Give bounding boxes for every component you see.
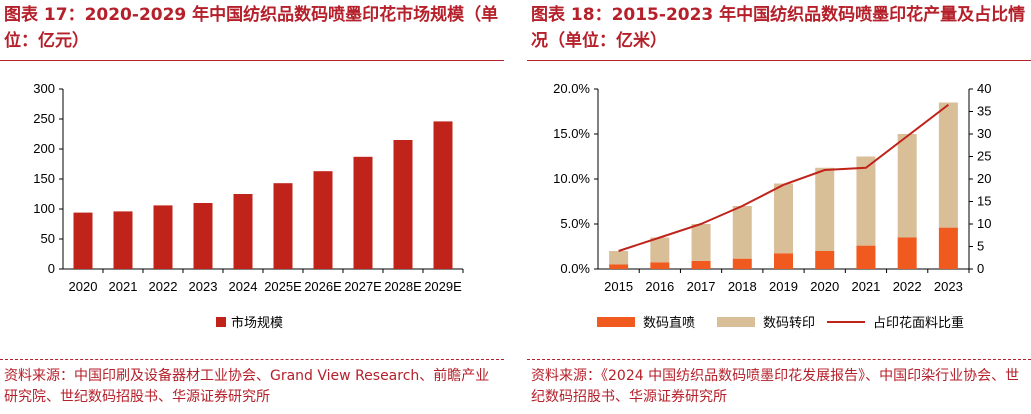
x-tick-label: 2029E [424,279,462,294]
left-y-tick-label: 10.0% [553,171,590,186]
bar-chart-market-size: 0 50 100 150 200 250 300 2020 2021 2022 2023 2024 20… [33,81,464,331]
bar-transfer [815,167,835,251]
left-y-tick-label: 15.0% [553,126,590,141]
legend-swatch-direct [597,317,635,327]
right-y-tick-label: 20 [977,171,991,186]
x-tick-label: 2020 [810,279,839,294]
right-y-tick-label: 0 [977,261,984,276]
bar [233,194,253,269]
bar-direct [856,245,876,269]
right-y-tick-label: 40 [977,81,991,96]
bar-direct [938,227,958,269]
chart-panel-left: 图表 17：2020-2029 年中国纺织品数码喷墨印花市场规模（单位：亿元） … [0,0,504,414]
bar [353,156,373,269]
x-tick-label: 2024 [229,279,258,294]
bar-direct [732,258,752,269]
bar-direct [774,253,793,269]
x-tick-label: 2025E [264,279,302,294]
legend-label-transfer: 数码转印 [763,316,815,331]
bar [113,211,133,269]
bar [193,203,213,269]
right-y-tick-label: 15 [977,194,991,209]
bar-transfer [856,156,876,246]
x-tick-label: 2022 [893,279,922,294]
source-note: 资料来源：《2024 中国纺织品数码喷墨印花发展报告》、中国印染行业协会、世纪数… [531,368,1020,405]
y-tick-label: 50 [41,231,55,246]
legend-swatch [216,317,226,327]
x-tick-label: 2017 [687,279,716,294]
legend-label: 市场规模 [231,315,283,331]
bar [73,212,93,269]
right-y-tick-label: 35 [977,104,991,119]
bar-transfer [938,102,958,228]
x-tick-label: 2021 [851,279,880,294]
x-tick-label: 2021 [109,279,138,294]
x-tick-label: 2026E [304,279,342,294]
x-tick-label: 2020 [69,279,98,294]
bar-direct [815,251,835,269]
bar-direct [897,237,917,269]
y-tick-label: 0 [48,261,55,276]
right-y-tick-label: 10 [977,216,991,231]
chart-title: 图表 18：2015-2023 年中国纺织品数码喷墨印花产量及占比情况（单位：亿… [531,5,1026,51]
source-note: 资料来源：中国印刷及设备器材工业协会、Grand View Research、前… [4,368,490,405]
source-divider [0,359,504,360]
left-y-tick-label: 0.0% [560,261,590,276]
x-tick-label: 2015 [604,279,633,294]
x-tick-label: 2018 [728,279,757,294]
bar-transfer [774,183,793,254]
source-divider [527,359,1031,360]
title-divider [527,60,1031,61]
bar [273,183,293,269]
line-share [618,103,949,252]
legend-label-share: 占印花面料比重 [873,315,964,331]
x-tick-label: 2016 [645,279,674,294]
legend-swatch-transfer [717,317,755,327]
right-y-tick-label: 5 [977,239,984,254]
legend-label-direct: 数码直喷 [643,316,695,331]
x-tick-label: 2022 [149,279,178,294]
left-y-tick-label: 20.0% [553,81,590,96]
bar-transfer [732,206,752,259]
right-y-tick-label: 30 [977,126,991,141]
bar-transfer [691,224,711,261]
y-tick-label: 200 [33,141,55,156]
bar-direct [691,260,711,269]
bar-transfer [897,134,917,238]
x-tick-label: 2023 [934,279,963,294]
bar-direct [650,262,670,269]
title-divider [0,60,504,61]
x-tick-label: 2019 [769,279,798,294]
bar [153,205,173,269]
chart-title: 图表 17：2020-2029 年中国纺织品数码喷墨印花市场规模（单位：亿元） [4,5,499,51]
bar-transfer [609,251,629,265]
y-tick-label: 250 [33,111,55,126]
bar [433,121,453,270]
bar-direct [609,264,629,269]
combo-chart-production: 0.0% 5.0% 10.0% 15.0% 20.0% 0 5 10 15 20 25 30 35 40 2… [553,81,991,331]
x-tick-label: 2027E [344,279,382,294]
bar [393,140,413,269]
y-tick-label: 300 [33,81,55,96]
left-y-tick-label: 5.0% [560,216,590,231]
x-tick-label: 2028E [384,279,422,294]
right-y-tick-label: 25 [977,149,991,164]
chart-panel-right: 图表 18：2015-2023 年中国纺织品数码喷墨印花产量及占比情况（单位：亿… [527,0,1031,414]
bar-transfer [650,237,670,263]
x-tick-label: 2023 [189,279,218,294]
bar [313,171,333,269]
y-tick-label: 150 [33,171,55,186]
y-tick-label: 100 [33,201,55,216]
